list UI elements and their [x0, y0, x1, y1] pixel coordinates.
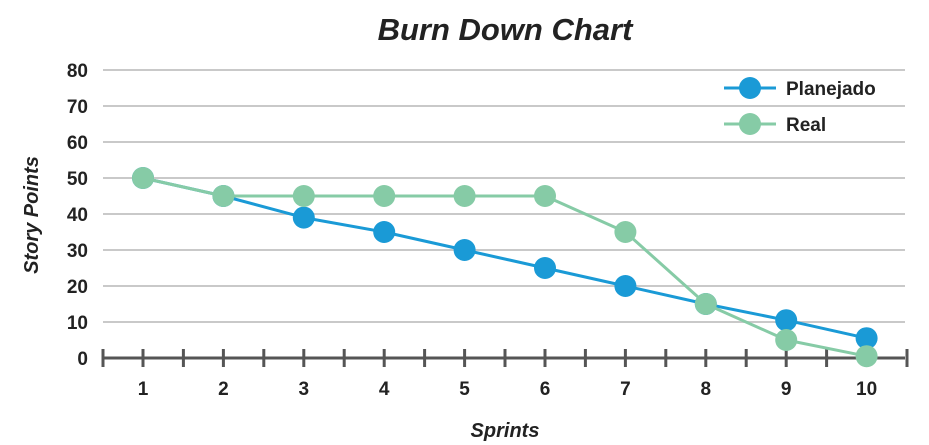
series-line-real	[142, 176, 867, 358]
data-point-real	[534, 185, 556, 207]
data-point-planejado	[855, 327, 878, 350]
y-tick-label: 80	[67, 61, 88, 82]
y-tick-label: 30	[67, 241, 88, 262]
y-tick-label: 40	[67, 205, 88, 226]
data-point-planejado	[614, 275, 637, 297]
x-tick-label: 3	[299, 379, 310, 400]
data-point-real	[292, 185, 315, 207]
series-line-planejado	[142, 176, 867, 340]
chart-title: Burn Down Chart	[378, 12, 635, 47]
data-point-planejado	[775, 309, 798, 332]
data-point-real	[775, 329, 798, 351]
x-tick-label: 7	[620, 379, 631, 400]
legend-label-planejado: Planejado	[786, 79, 876, 100]
series-layer	[132, 167, 878, 368]
y-tick-label: 10	[67, 313, 88, 334]
x-tick-label: 4	[379, 379, 390, 400]
x-tick-label: 6	[540, 379, 551, 400]
legend-label-real: Real	[786, 115, 826, 136]
gridlines	[103, 69, 905, 323]
y-tick-label: 0	[77, 349, 88, 370]
series-real	[132, 167, 878, 368]
data-point-planejado	[534, 257, 556, 279]
x-tick-label: 8	[701, 379, 712, 400]
legend-item-planejado: Planejado	[724, 77, 876, 100]
legend-item-real: Real	[724, 113, 826, 136]
data-point-real	[614, 221, 637, 243]
data-point-planejado	[453, 239, 476, 261]
y-axis-title: Story Points	[21, 156, 43, 274]
data-point-real	[453, 185, 476, 207]
y-tick-labels: 0 10 20 30 40 50 60 70 80	[67, 61, 88, 370]
x-axis-title: Sprints	[471, 420, 540, 442]
data-point-real	[694, 293, 717, 315]
legend: Planejado Real	[724, 77, 876, 136]
legend-marker-real	[739, 113, 761, 135]
x-tick-label: 1	[138, 379, 149, 400]
data-point-real	[212, 185, 235, 207]
y-tick-label: 70	[67, 97, 88, 118]
data-point-planejado	[373, 221, 396, 243]
data-point-real	[132, 167, 154, 189]
y-tick-label: 20	[67, 277, 88, 298]
x-axis	[101, 349, 909, 367]
legend-marker-planejado	[739, 77, 761, 99]
x-tick-labels: 1 2 3 4 5 6 7 8 9 10	[138, 379, 877, 400]
x-tick-label: 2	[218, 379, 229, 400]
y-tick-label: 60	[67, 133, 88, 154]
x-tick-label: 5	[459, 379, 470, 400]
x-tick-label: 10	[856, 379, 877, 400]
y-tick-label: 50	[67, 169, 88, 190]
data-point-real	[855, 345, 878, 368]
data-point-real	[373, 185, 396, 207]
data-point-planejado	[292, 206, 315, 229]
x-tick-label: 9	[781, 379, 792, 400]
